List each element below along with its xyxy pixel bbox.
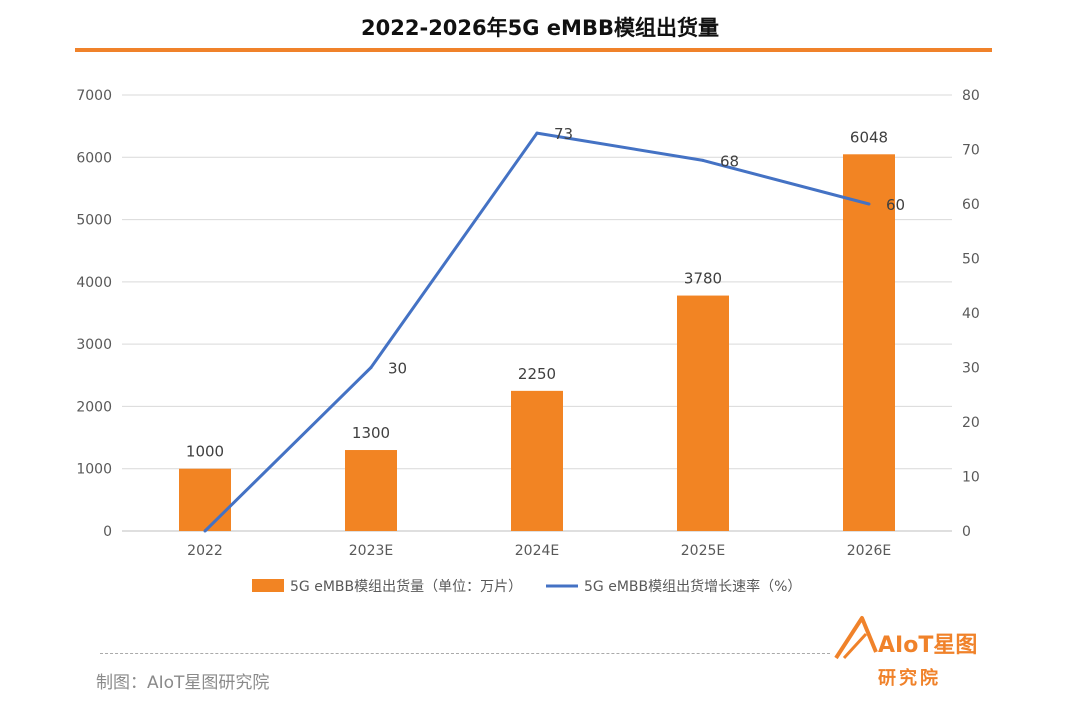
y-tick-label: 7000 — [76, 88, 112, 104]
bar — [511, 390, 563, 531]
gridlines — [122, 94, 952, 532]
line-point — [701, 158, 705, 162]
line-point — [369, 366, 373, 369]
y-tick-label: 5000 — [76, 213, 112, 229]
legend-label-bar: 5G eMBB模组出货量（单位：万片） — [290, 578, 522, 595]
line-value-label: 68 — [720, 152, 739, 170]
bar-value-label: 3780 — [684, 270, 722, 288]
line-point — [535, 131, 539, 135]
bar-value-label: 6048 — [850, 128, 888, 146]
y-tick-label: 0 — [103, 524, 112, 540]
bar-data-labels: 1000 1300 2250 3780 6048 — [186, 128, 888, 460]
bar — [345, 450, 397, 531]
line-data-labels: 30 73 68 60 — [388, 125, 905, 377]
right-axis-ticks: 0 10 20 30 40 50 60 70 80 — [962, 88, 980, 540]
y-tick-label: 1000 — [76, 462, 112, 478]
legend: 5G eMBB模组出货量（单位：万片） 5G eMBB模组出货增长速率（%） — [252, 578, 801, 595]
bar — [179, 468, 231, 531]
logo-text: AIoT星图 — [878, 633, 977, 658]
bar — [677, 295, 729, 531]
line-value-label: 60 — [886, 196, 905, 214]
y2-tick-label: 40 — [962, 306, 980, 322]
left-axis-ticks: 0 1000 2000 3000 4000 5000 6000 7000 — [76, 88, 112, 540]
footer-divider — [100, 653, 830, 654]
y-tick-label: 4000 — [76, 275, 112, 291]
bar — [843, 154, 895, 531]
x-tick-label: 2024E — [515, 543, 559, 559]
y2-tick-label: 20 — [962, 415, 980, 431]
y2-tick-label: 80 — [962, 88, 980, 104]
legend-label-line: 5G eMBB模组出货增长速率（%） — [584, 578, 801, 595]
x-tick-label: 2026E — [847, 543, 891, 559]
y-tick-label: 2000 — [76, 399, 112, 415]
line-value-label: 73 — [554, 125, 573, 143]
logo-subtitle: 研究院 — [878, 668, 941, 689]
line-value-label: 30 — [388, 360, 407, 378]
x-axis-ticks: 2022 2023E 2024E 2025E 2026E — [187, 543, 891, 559]
line-point — [867, 202, 871, 206]
y-tick-label: 3000 — [76, 337, 112, 353]
y2-tick-label: 60 — [962, 197, 980, 213]
title-divider — [75, 48, 992, 52]
x-tick-label: 2023E — [349, 543, 393, 559]
y2-tick-label: 10 — [962, 470, 980, 486]
y2-tick-label: 70 — [962, 143, 980, 159]
bar-series — [179, 154, 895, 531]
x-tick-label: 2022 — [187, 543, 223, 559]
legend-swatch-bar — [252, 579, 284, 592]
bar-value-label: 1300 — [352, 424, 390, 442]
line-series — [203, 131, 871, 533]
chart-title: 2022-2026年5G eMBB模组出货量 — [361, 16, 719, 40]
y2-tick-label: 0 — [962, 524, 971, 540]
bar-value-label: 2250 — [518, 365, 556, 383]
x-tick-label: 2025E — [681, 543, 725, 559]
y2-tick-label: 50 — [962, 252, 980, 268]
y2-tick-label: 30 — [962, 361, 980, 377]
line-point — [203, 529, 207, 533]
credit-text: 制图：AIoT星图研究院 — [96, 673, 270, 693]
brand-logo: AIoT星图 — [834, 616, 977, 660]
y-tick-label: 6000 — [76, 150, 112, 166]
chart: 0 1000 2000 3000 4000 5000 6000 7000 0 10 20 30 40 5… — [76, 88, 980, 595]
bar-value-label: 1000 — [186, 443, 224, 461]
